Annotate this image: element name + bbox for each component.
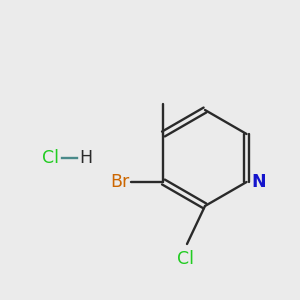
Text: N: N	[252, 173, 266, 191]
Text: H: H	[79, 149, 92, 167]
Text: Br: Br	[110, 173, 129, 191]
Text: Cl: Cl	[178, 250, 194, 268]
Text: Cl: Cl	[42, 149, 59, 167]
